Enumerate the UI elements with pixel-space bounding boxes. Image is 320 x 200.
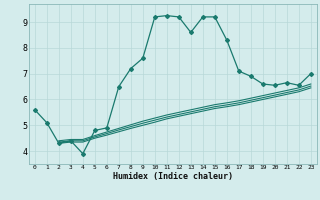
X-axis label: Humidex (Indice chaleur): Humidex (Indice chaleur) bbox=[113, 172, 233, 181]
